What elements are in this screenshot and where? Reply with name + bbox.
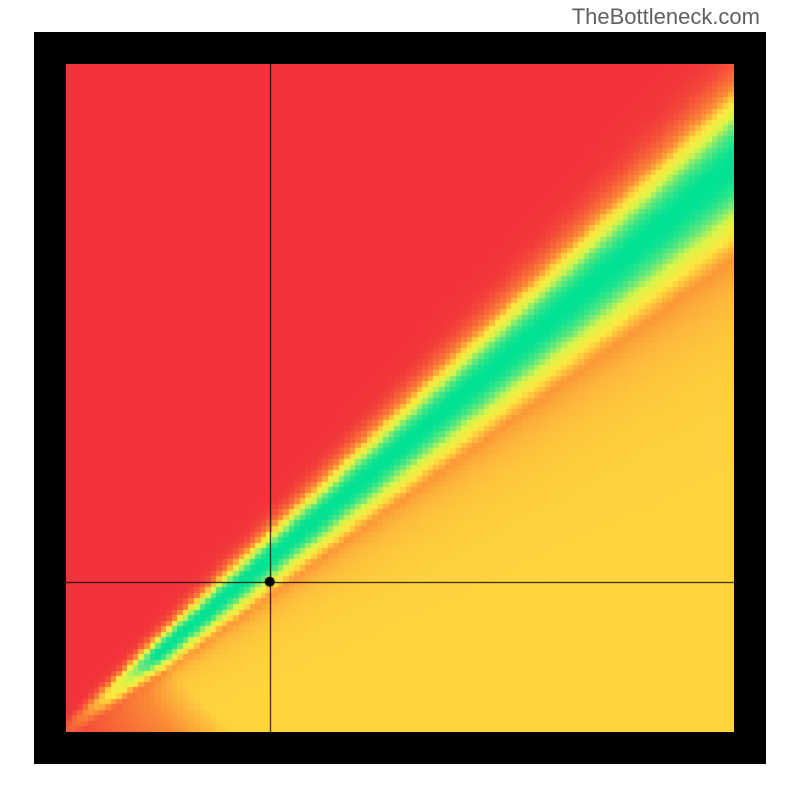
watermark-text: TheBottleneck.com xyxy=(572,4,760,30)
heatmap-chart xyxy=(34,32,766,764)
heatmap-canvas xyxy=(66,64,734,732)
